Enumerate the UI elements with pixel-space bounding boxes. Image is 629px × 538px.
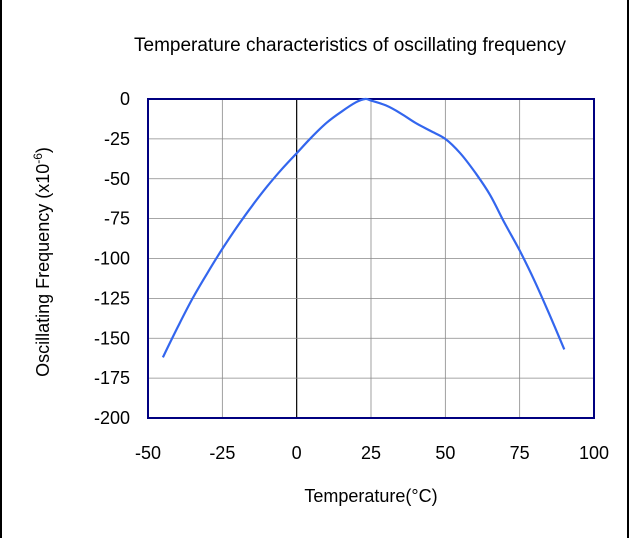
y-axis-label: Oscillating Frequency (x10-6)	[31, 147, 53, 377]
y-tick-label: -75	[104, 209, 130, 229]
y-tick-label: -150	[94, 328, 130, 348]
y-tick-label: 0	[120, 89, 130, 109]
x-tick-label: 0	[292, 443, 302, 463]
y-tick-label: -200	[94, 408, 130, 428]
y-tick-label: -175	[94, 368, 130, 388]
x-tick-label: 100	[579, 443, 609, 463]
y-axis-label-exponent: -6	[31, 153, 45, 164]
x-tick-label: 75	[510, 443, 530, 463]
x-tick-label: -50	[135, 443, 161, 463]
x-tick-labels: -50 -25 0 25 50 75 100	[135, 443, 609, 463]
series-line	[161, 97, 566, 358]
plot-area	[147, 98, 595, 419]
y-tick-label: -50	[104, 169, 130, 189]
x-tick-label: 50	[435, 443, 455, 463]
y-tick-label: -100	[94, 249, 130, 269]
chart-title: Temperature characteristics of oscillati…	[134, 35, 566, 56]
y-axis-label-close: )	[33, 147, 53, 153]
y-tick-label: -125	[94, 288, 130, 308]
x-axis-label: Temperature(°C)	[304, 486, 437, 506]
x-tick-label: 25	[361, 443, 381, 463]
x-tick-label: -25	[209, 443, 235, 463]
y-tick-labels: 0 -25 -50 -75 -100 -125 -150 -175 -200	[94, 89, 130, 428]
y-axis-label-main: Oscillating Frequency (x10	[33, 164, 53, 377]
y-tick-label: -25	[104, 129, 130, 149]
grid	[147, 98, 595, 419]
